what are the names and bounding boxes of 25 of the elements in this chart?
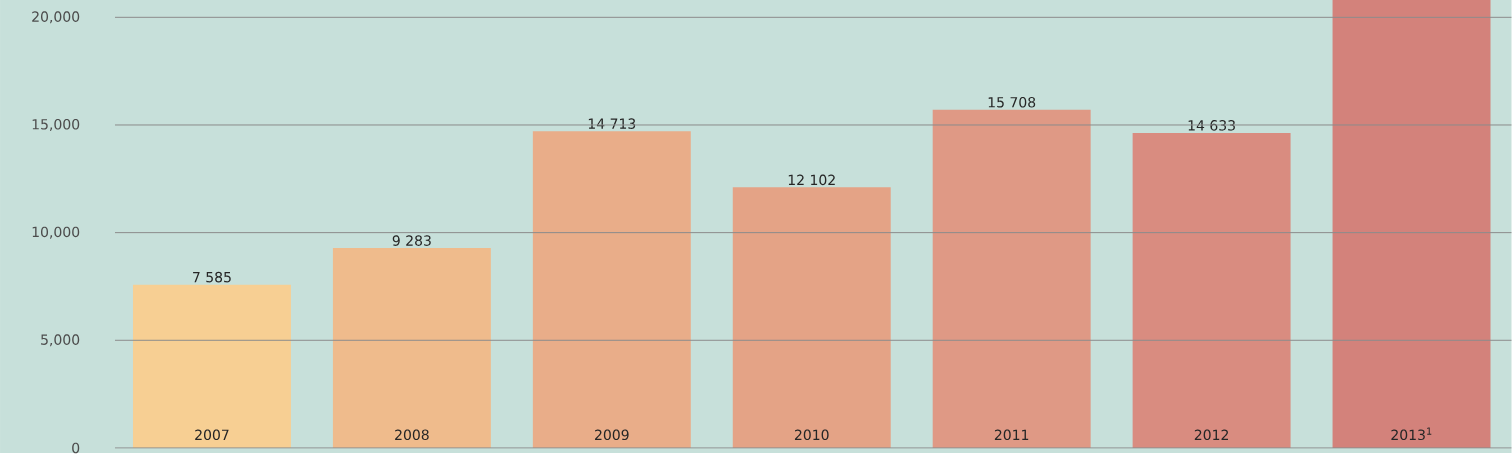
x-tick-label: 2009 (595, 429, 629, 441)
x-tick-label: 2010 (794, 429, 829, 441)
y-tick-label: 15,000 (32, 119, 80, 132)
y-tick-label: 10,000 (32, 226, 80, 239)
x-tick-label: 2012 (1194, 429, 1228, 441)
x-tick-label: 2007 (195, 429, 229, 441)
bar (532, 131, 691, 448)
x-tick-label: 2008 (395, 429, 429, 441)
x-tick-label: 2013$^{1}$ (1391, 427, 1432, 441)
data-label: 14 633 (1188, 120, 1235, 131)
x-tick-label: 2011 (994, 429, 1029, 441)
bar (332, 248, 491, 448)
bar (1332, 0, 1491, 448)
data-label: 9 283 (392, 235, 431, 246)
y-tick-label: 5,000 (41, 334, 80, 347)
bar (1132, 132, 1291, 448)
data-label: 12 102 (788, 174, 835, 186)
y-tick-label: 20,000 (32, 11, 80, 24)
bar (732, 187, 891, 448)
y-tick-label: 0 (72, 442, 80, 454)
data-label: 14 713 (588, 118, 636, 130)
bar (932, 109, 1091, 448)
bar (132, 284, 291, 448)
data-label: 7 585 (193, 271, 231, 283)
data-label: 15 708 (988, 97, 1036, 108)
